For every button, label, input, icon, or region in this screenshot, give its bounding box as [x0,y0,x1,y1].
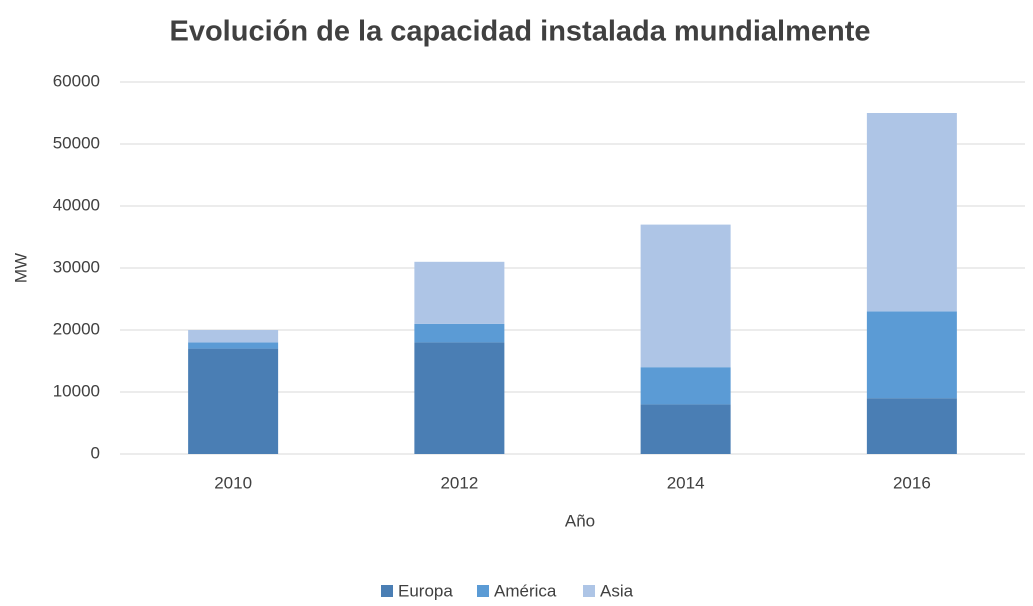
bar-segment [640,224,731,368]
bar-segment [188,342,279,349]
x-tick-label: 2016 [893,473,931,492]
y-tick-label: 0 [91,443,100,462]
legend-label: Asia [600,581,634,600]
legend-swatch [381,585,393,597]
bar-segment [640,404,731,454]
bar-segment [866,113,957,312]
bar-segment [866,311,957,399]
legend-label: Europa [398,581,453,600]
y-tick-label: 30000 [53,257,100,276]
legend-label: América [494,581,557,600]
y-tick-label: 10000 [53,381,100,400]
chart-title: Evolución de la capacidad instalada mund… [169,16,870,48]
bar-segment [188,330,279,343]
y-tick-label: 40000 [53,195,100,214]
bar-segment [414,323,505,343]
legend-swatch [477,585,489,597]
y-axis-label: MW [11,253,30,283]
bar-segment [414,261,505,324]
bar-segment [640,367,731,405]
y-tick-label: 60000 [53,71,100,90]
y-tick-label: 50000 [53,133,100,152]
bar-segment [188,348,279,454]
bar-segment [866,398,957,454]
x-tick-label: 2012 [440,473,478,492]
bar-segment [414,342,505,454]
x-tick-label: 2010 [214,473,252,492]
x-axis-label: Año [565,511,595,530]
y-tick-label: 20000 [53,319,100,338]
x-tick-label: 2014 [667,473,705,492]
legend-swatch [583,585,595,597]
